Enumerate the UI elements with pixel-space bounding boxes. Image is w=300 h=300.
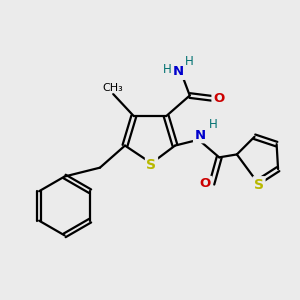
Text: H: H — [163, 63, 172, 76]
Text: O: O — [200, 177, 211, 190]
Text: O: O — [213, 92, 224, 105]
Text: H: H — [185, 55, 194, 68]
Text: N: N — [173, 65, 184, 79]
Text: CH₃: CH₃ — [103, 82, 124, 93]
Text: S: S — [254, 178, 264, 192]
Text: N: N — [194, 129, 206, 142]
Text: S: S — [146, 158, 157, 172]
Text: H: H — [209, 118, 218, 131]
